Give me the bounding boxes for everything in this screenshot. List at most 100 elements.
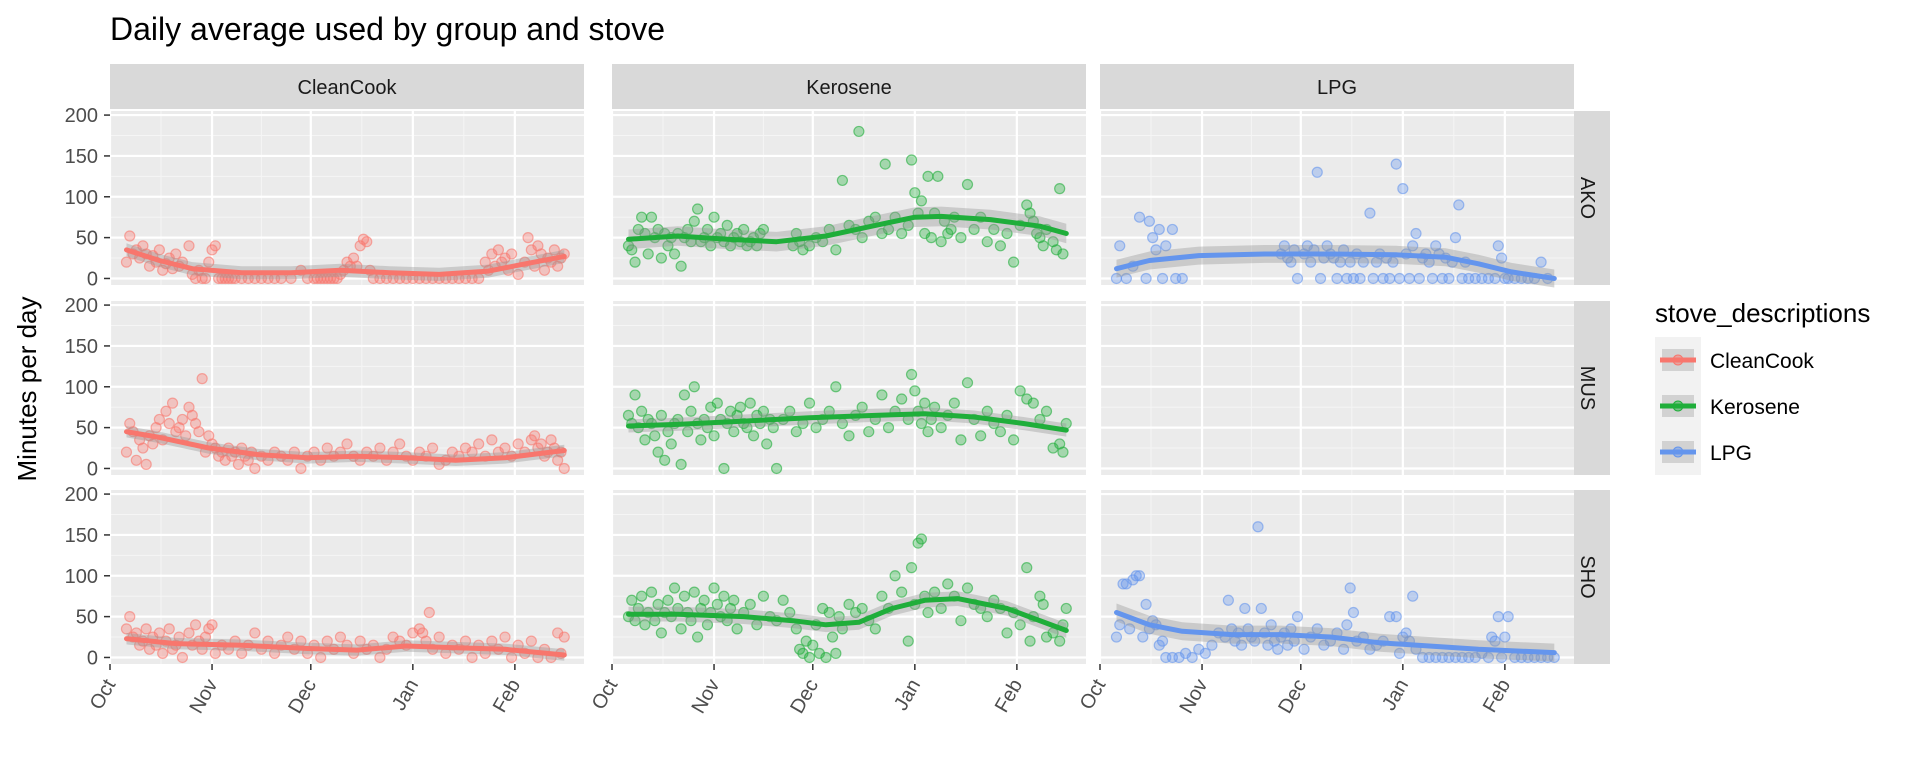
row-strip-label: AKO bbox=[1576, 177, 1598, 219]
data-point bbox=[629, 256, 641, 268]
y-tick-label: 50 bbox=[76, 228, 98, 250]
data-point bbox=[196, 373, 208, 385]
smooth-confidence-band bbox=[628, 591, 1067, 638]
data-point bbox=[935, 422, 947, 434]
data-point bbox=[1133, 211, 1146, 223]
data-point bbox=[236, 647, 248, 659]
y-tick-label: 150 bbox=[65, 525, 98, 547]
data-point bbox=[499, 252, 511, 264]
data-point bbox=[823, 606, 835, 619]
data-point bbox=[879, 158, 891, 170]
data-point bbox=[807, 639, 819, 651]
x-tick-label: Oct bbox=[1076, 675, 1111, 713]
data-point bbox=[1410, 227, 1422, 240]
data-point bbox=[193, 426, 205, 438]
data-point bbox=[163, 417, 175, 430]
data-point bbox=[558, 462, 570, 475]
data-point bbox=[1110, 631, 1123, 643]
data-point bbox=[423, 606, 435, 619]
data-point bbox=[659, 454, 671, 466]
data-point bbox=[853, 125, 865, 138]
x-tick-label: Nov bbox=[1176, 676, 1213, 718]
data-point bbox=[1426, 272, 1439, 285]
smooth-line bbox=[626, 213, 1069, 245]
major-gridlines bbox=[108, 111, 584, 285]
data-point bbox=[183, 627, 195, 639]
data-point bbox=[282, 631, 294, 643]
data-point bbox=[1413, 272, 1425, 285]
data-point bbox=[705, 240, 717, 252]
data-point bbox=[505, 651, 518, 664]
data-point bbox=[1453, 199, 1465, 211]
data-point bbox=[143, 643, 156, 655]
data-point bbox=[935, 236, 947, 248]
y-tick-label: 100 bbox=[65, 377, 98, 399]
data-point bbox=[882, 422, 895, 434]
legend-label: LPG bbox=[1710, 442, 1752, 465]
data-point bbox=[770, 462, 783, 475]
data-point bbox=[354, 240, 366, 252]
data-points bbox=[1110, 521, 1560, 664]
data-point bbox=[1364, 207, 1376, 219]
data-points bbox=[622, 125, 1069, 272]
data-point bbox=[708, 211, 720, 223]
data-point bbox=[820, 651, 832, 664]
smooth-confidence-band bbox=[126, 633, 565, 661]
data-point bbox=[682, 426, 694, 438]
data-point bbox=[784, 606, 796, 619]
x-tick-label: Jan bbox=[388, 676, 423, 715]
data-point bbox=[701, 223, 714, 236]
data-point bbox=[856, 232, 868, 244]
data-point bbox=[919, 397, 931, 409]
data-point bbox=[548, 244, 560, 256]
data-point bbox=[757, 405, 770, 417]
data-point bbox=[1037, 240, 1049, 252]
data-point bbox=[830, 647, 842, 659]
data-point bbox=[374, 651, 386, 664]
data-point bbox=[830, 244, 842, 256]
data-point bbox=[639, 434, 651, 446]
data-point bbox=[645, 586, 658, 598]
data-point bbox=[876, 389, 888, 401]
y-tick-label: 100 bbox=[65, 187, 98, 209]
data-point bbox=[678, 389, 691, 401]
data-point bbox=[1014, 385, 1026, 397]
data-point bbox=[525, 635, 537, 647]
x-tick-label: Feb bbox=[1479, 676, 1515, 717]
data-point bbox=[922, 170, 934, 182]
data-point bbox=[655, 409, 667, 421]
data-point bbox=[522, 232, 534, 244]
data-point bbox=[843, 430, 855, 442]
data-point bbox=[668, 248, 681, 260]
data-point bbox=[1298, 643, 1310, 655]
legend-label: CleanCook bbox=[1710, 350, 1814, 373]
data-point bbox=[505, 248, 518, 260]
data-point bbox=[626, 244, 638, 256]
data-point bbox=[1147, 232, 1159, 244]
data-point bbox=[955, 232, 967, 244]
data-point bbox=[975, 430, 987, 442]
panel-background bbox=[612, 301, 1086, 475]
data-point bbox=[1199, 647, 1211, 659]
data-point bbox=[915, 417, 928, 430]
data-point bbox=[896, 393, 908, 405]
data-point bbox=[1114, 619, 1126, 631]
data-point bbox=[1024, 635, 1036, 647]
data-point bbox=[988, 223, 1000, 236]
data-point bbox=[1021, 393, 1033, 405]
data-point bbox=[905, 368, 918, 381]
legend-point-swatch bbox=[1672, 354, 1684, 366]
data-point bbox=[1140, 272, 1152, 285]
data-point bbox=[1285, 256, 1297, 268]
data-point bbox=[459, 442, 472, 454]
panel-background bbox=[110, 490, 584, 664]
data-point bbox=[157, 647, 169, 659]
data-point bbox=[869, 623, 881, 635]
data-point bbox=[512, 268, 524, 280]
data-point bbox=[1449, 232, 1462, 244]
data-point bbox=[678, 590, 691, 602]
data-point bbox=[810, 422, 822, 434]
data-point bbox=[869, 211, 881, 223]
data-point bbox=[203, 256, 215, 268]
